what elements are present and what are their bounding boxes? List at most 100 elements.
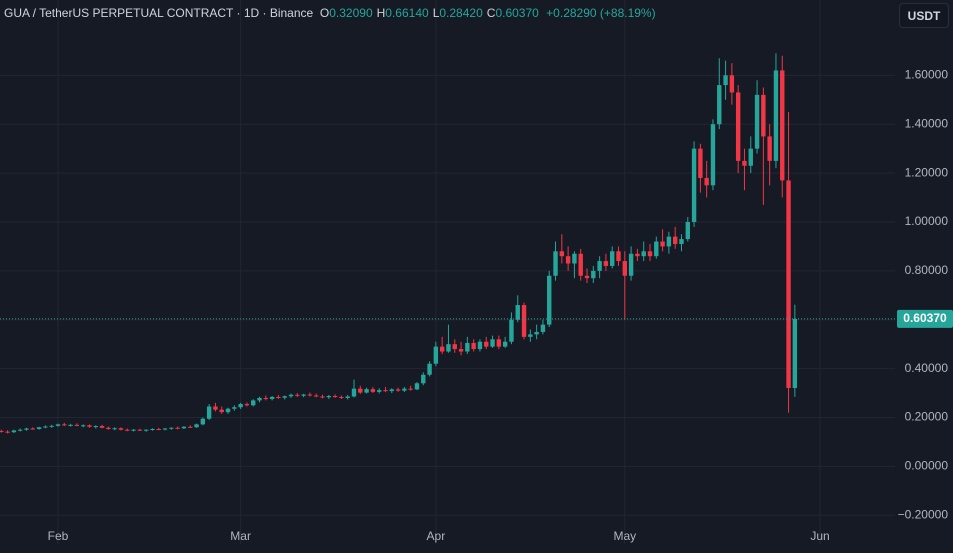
candle-body xyxy=(540,324,546,332)
candle-body xyxy=(616,251,621,262)
candle-body xyxy=(232,407,237,409)
x-tick-label: Mar xyxy=(230,529,251,543)
candle-body xyxy=(332,395,338,397)
candle-body xyxy=(780,70,785,181)
candle-body xyxy=(402,388,407,391)
candle-body xyxy=(685,221,690,240)
candle-body xyxy=(150,428,155,430)
candle-body xyxy=(465,342,470,352)
candle-body xyxy=(93,426,98,428)
candle-body xyxy=(282,396,287,398)
candle-body xyxy=(276,396,281,398)
candle-body xyxy=(591,270,596,279)
y-tick-label: 0.80000 xyxy=(905,263,949,277)
candle-body xyxy=(257,397,262,401)
candle-body xyxy=(534,331,539,335)
last-price-box xyxy=(897,309,953,328)
candle-body xyxy=(622,261,628,276)
candle-body xyxy=(610,251,615,266)
candle-body xyxy=(672,236,678,244)
candle-body xyxy=(654,241,659,257)
candle-body xyxy=(521,305,527,337)
candle-body xyxy=(131,429,136,431)
candle-body xyxy=(452,344,457,350)
candle-body xyxy=(704,177,709,186)
candle-body xyxy=(314,395,319,397)
candle-body xyxy=(188,426,193,428)
y-tick-label: 1.60000 xyxy=(905,67,949,81)
candle-body xyxy=(490,339,495,347)
candle-body xyxy=(225,408,231,413)
candle-body xyxy=(458,349,464,352)
candle-body xyxy=(547,275,552,325)
candle-body xyxy=(635,253,640,257)
candle-body xyxy=(408,388,413,390)
candle-body xyxy=(358,388,363,393)
legend-header: GUA / TetherUS PERPETUAL CONTRACT · 1D ·… xyxy=(4,6,660,20)
candle-body xyxy=(792,318,798,388)
candle-body xyxy=(710,124,716,186)
candle-body xyxy=(80,425,86,427)
currency-button[interactable]: USDT xyxy=(899,3,949,28)
legend-key: C xyxy=(486,6,496,20)
candle-body xyxy=(169,427,174,429)
candle-body xyxy=(137,429,143,431)
candle-body xyxy=(74,424,80,426)
candle-body xyxy=(238,404,243,408)
candle-body xyxy=(427,363,432,375)
candle-body xyxy=(200,418,206,425)
candle-body xyxy=(112,428,117,430)
candle-body xyxy=(68,424,73,426)
candle-body xyxy=(723,75,728,86)
candle-body xyxy=(433,346,439,364)
candle-body xyxy=(55,424,61,426)
candle-body xyxy=(295,394,300,396)
x-tick-label: Jun xyxy=(810,529,829,543)
candle-body xyxy=(679,239,684,244)
candle-body xyxy=(194,424,199,428)
candle-body xyxy=(383,390,388,392)
candle-body xyxy=(49,425,54,427)
candle-body xyxy=(345,396,350,398)
x-tick-label: Apr xyxy=(427,529,446,543)
candle-body xyxy=(269,396,275,399)
candle-body xyxy=(660,241,665,247)
candle-body xyxy=(471,342,476,350)
candle-body xyxy=(36,427,42,429)
candle-body xyxy=(301,394,306,396)
candle-body xyxy=(628,253,634,276)
candle-body xyxy=(578,253,583,276)
candle-body xyxy=(175,427,180,429)
candle-body xyxy=(307,394,313,396)
candle-body xyxy=(219,409,224,413)
candle-body xyxy=(143,429,149,431)
candle-body xyxy=(484,341,489,347)
candle-body xyxy=(156,428,161,430)
candle-body xyxy=(125,429,130,431)
candle-body xyxy=(351,388,357,397)
candle-body xyxy=(603,261,609,266)
candle-body xyxy=(597,261,602,271)
candle-body xyxy=(24,428,29,430)
candle-body xyxy=(565,256,571,264)
candle-body xyxy=(553,251,558,276)
candle-body xyxy=(87,425,92,427)
candle-body xyxy=(773,70,779,161)
candle-body xyxy=(439,346,445,352)
candle-body xyxy=(502,341,508,347)
candle-body xyxy=(206,406,212,419)
candle-body xyxy=(698,148,703,178)
symbol: GUA / TetherUS PERPETUAL CONTRACT · 1D ·… xyxy=(4,6,314,20)
x-tick-label: May xyxy=(613,529,636,543)
candle-body xyxy=(559,251,565,257)
candle-body xyxy=(414,383,420,390)
candle-body xyxy=(263,397,269,399)
candle-body xyxy=(30,428,35,430)
legend-value: 0.60370 xyxy=(495,6,539,20)
candle-body xyxy=(364,389,369,393)
candle-body xyxy=(729,75,735,93)
candle-body xyxy=(5,431,10,433)
